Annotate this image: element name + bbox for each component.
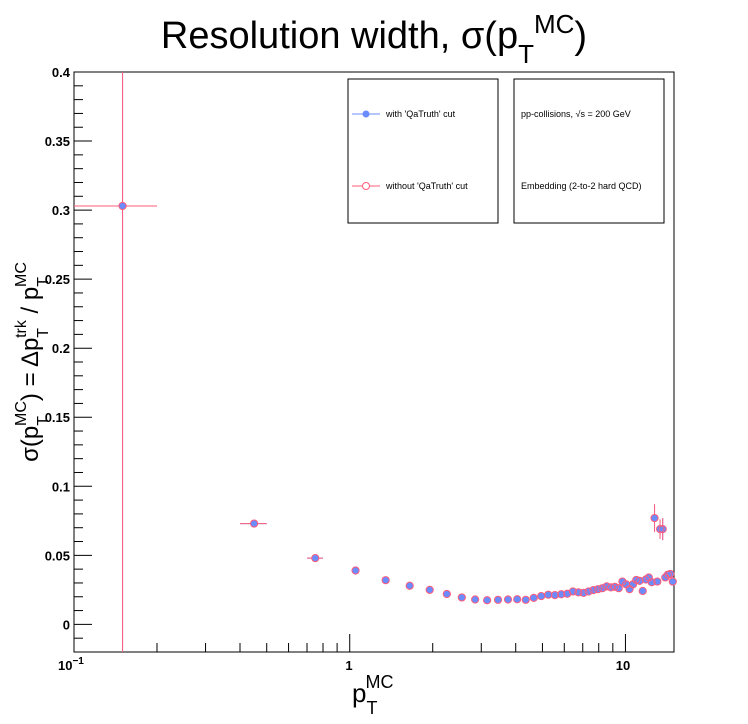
data-point-without-cut [442,589,451,599]
data-point-without-cut [614,584,623,593]
chart-title: Resolution width, σ(pTMC) [161,9,587,69]
data-point-with-cut [494,596,502,604]
y-tick-label: 0.35 [45,134,70,149]
data-point-with-cut [250,519,258,528]
data-point-without-cut [574,588,583,597]
data-point-with-cut [669,577,677,586]
y-tick-label: 0.15 [45,410,70,425]
data-point-without-cut [635,576,644,585]
data-point-without-cut [529,593,538,602]
data-point-without-cut [589,586,598,595]
data-point-without-cut [579,588,588,597]
data-point-with-cut [483,596,491,604]
data-point-without-cut [644,573,653,582]
data-point-with-cut [443,590,451,598]
data-point-without-cut [381,576,390,585]
data-point-without-cut [568,587,578,596]
data-point-without-cut [425,585,434,594]
data-point-with-cut [659,525,667,533]
y-tick-label: 0.3 [52,203,70,218]
chart-title-close: ) [574,15,587,57]
data-point-without-cut [602,582,611,591]
info-collisions: pp-collisions, √s = 200 GeV [521,109,631,119]
data-point-with-cut [551,591,559,599]
data-point-without-cut [563,589,572,598]
legend-marker-with [362,110,370,118]
data-point-without-cut [655,524,665,534]
data-point-with-cut [557,590,565,598]
y-tick-label: 0.25 [45,272,70,287]
data-point-without-cut [457,593,466,602]
y-axis-ticks: 0 0.05 0.1 0.15 0.2 0.25 0.3 0.35 0.4 [45,65,92,653]
data-point-without-cut [471,595,480,604]
chart-title-main: Resolution width, σ(p [161,15,518,57]
data-point-without-cut [493,595,503,604]
data-point-without-cut [513,595,522,604]
data-point-without-cut [250,519,259,528]
data-point-without-cut [650,513,659,523]
data-point-without-cut [658,524,667,534]
x-tick-label-0.1: 10−1 [58,656,84,673]
data-point-without-cut [405,581,414,590]
x-axis-title: pTMC [352,672,393,718]
data-point-with-cut [639,587,647,595]
data-point-with-cut [504,595,512,604]
data-point-without-cut [593,585,603,594]
data-point-without-cut [610,582,619,591]
chart-title-sub: T [518,39,534,69]
legend-marker-without [362,182,370,190]
legend-label-with: with 'QaTruth' cut [385,109,456,119]
y-tick-label: 0.05 [45,548,70,563]
data-point-with-cut [118,202,127,210]
data-point-without-cut [632,575,641,585]
data-point-without-cut [550,591,560,600]
data-point-with-cut [458,593,466,602]
data-point-without-cut [557,590,566,599]
data-point-with-cut [311,554,319,562]
y-tick-label: 0.4 [52,65,71,80]
data-point-with-cut [382,576,390,584]
x-axis-ticks [73,634,626,652]
data-point-without-cut [666,569,675,579]
data-point-without-cut [606,583,615,592]
y-tick-label: 0 [63,617,70,632]
y-axis-title: σ(pTMC) = ΔpTtrk / pTMC [13,262,52,462]
info-box [513,78,665,224]
data-point-with-cut [537,592,545,600]
data-point-without-cut [311,553,320,563]
data-point-with-cut [351,566,360,575]
data-point-without-cut [483,596,492,605]
legend-label-without: without 'QaTruth' cut [385,181,468,191]
data-point-without-cut [653,577,662,586]
data-point-without-cut [598,584,607,593]
x-tick-label-1: 1 [345,658,352,673]
info-embedding: Embedding (2-to-2 hard QCD) [521,181,642,191]
data-point-without-cut [544,590,553,599]
data-point-with-cut [650,514,659,522]
data-point-with-cut [522,596,530,604]
data-point-without-cut [668,577,677,586]
legend-box [347,78,499,224]
data-point-without-cut [503,595,513,604]
data-point-without-cut [584,587,593,596]
y-tick-label: 0.1 [52,479,70,494]
data-point-with-cut [426,586,434,594]
data-point-with-cut [530,594,538,602]
data-point-without-cut [118,201,127,211]
data-point-with-cut [406,582,414,590]
data-point-without-cut [521,595,530,604]
chart-title-sup: MC [534,9,574,39]
data-point-with-cut [513,595,521,603]
data-point-with-cut [471,595,479,604]
data-markers [118,201,677,605]
x-tick-label-10: 10 [616,658,630,673]
y-tick-label: 0.2 [52,341,70,356]
data-point-without-cut [647,578,656,587]
data-point-without-cut [351,566,360,575]
data-point-without-cut [638,586,647,596]
data-point-with-cut [544,591,552,599]
